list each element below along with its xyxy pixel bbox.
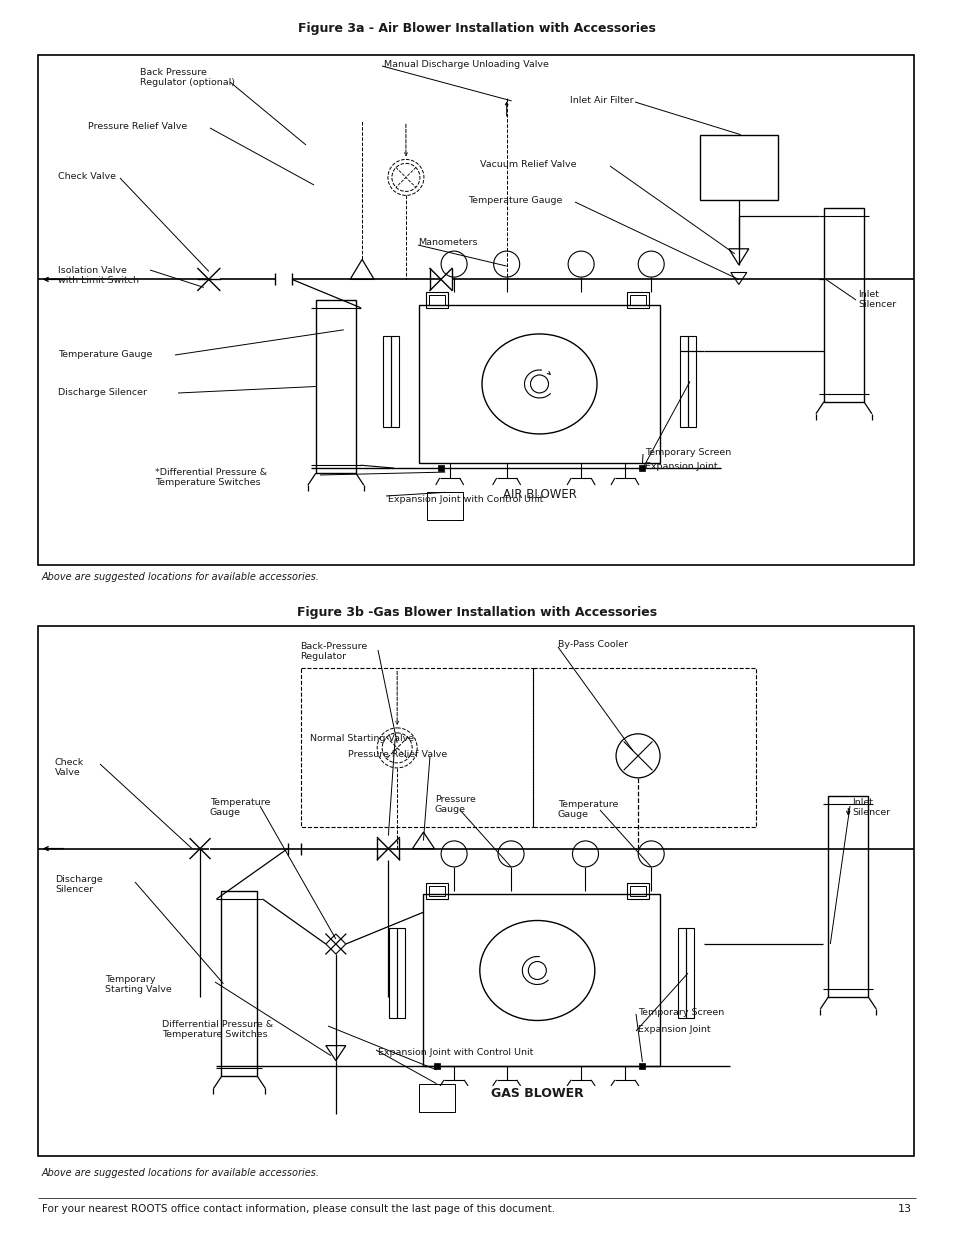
Text: Pressure Relief Valve: Pressure Relief Valve xyxy=(88,122,187,131)
Bar xyxy=(315,300,355,473)
Bar xyxy=(425,883,447,899)
Text: Temperature: Temperature xyxy=(210,798,270,806)
Text: Inlet Air Filter: Inlet Air Filter xyxy=(569,96,633,105)
Text: Temporary Screen: Temporary Screen xyxy=(644,448,731,457)
Bar xyxy=(428,295,444,305)
Text: Pressure Relief Valve: Pressure Relief Valve xyxy=(348,750,447,760)
Bar xyxy=(639,466,645,471)
Text: Starting Valve: Starting Valve xyxy=(105,986,172,994)
Text: 13: 13 xyxy=(897,1204,911,1214)
Text: Back Pressure: Back Pressure xyxy=(140,68,207,77)
Text: Temperature: Temperature xyxy=(558,800,618,809)
Text: Manometers: Manometers xyxy=(417,238,477,247)
Text: By-Pass Cooler: By-Pass Cooler xyxy=(558,640,627,650)
Text: with Limit Switch: with Limit Switch xyxy=(58,275,139,285)
Bar xyxy=(423,894,659,1066)
Bar xyxy=(425,291,447,308)
Text: Vacuum Relief Valve: Vacuum Relief Valve xyxy=(479,161,576,169)
Text: Temperature Switches: Temperature Switches xyxy=(162,1030,268,1039)
Text: Differrential Pressure &: Differrential Pressure & xyxy=(162,1020,273,1029)
Text: Temperature Gauge: Temperature Gauge xyxy=(58,350,152,359)
Bar xyxy=(700,135,777,200)
Text: Temperature Gauge: Temperature Gauge xyxy=(468,196,561,205)
Bar xyxy=(418,1083,454,1112)
Text: Isolation Valve: Isolation Valve xyxy=(58,266,127,275)
Bar xyxy=(383,336,391,427)
Bar xyxy=(629,295,645,305)
Text: Figure 3a - Air Blower Installation with Accessories: Figure 3a - Air Blower Installation with… xyxy=(297,22,656,35)
Bar xyxy=(38,626,913,1156)
Text: Temperature Switches: Temperature Switches xyxy=(154,478,260,487)
Bar xyxy=(397,927,405,1018)
Bar xyxy=(685,927,693,1018)
Text: Inlet: Inlet xyxy=(857,290,878,299)
Text: Manual Discharge Unloading Valve: Manual Discharge Unloading Valve xyxy=(384,61,548,69)
Bar xyxy=(38,56,913,564)
Text: Gauge: Gauge xyxy=(210,808,241,818)
Text: Regulator: Regulator xyxy=(299,652,346,661)
Text: Expansion Joint with Control Unit: Expansion Joint with Control Unit xyxy=(377,1049,533,1057)
Text: Silencer: Silencer xyxy=(857,300,895,309)
Bar xyxy=(626,291,648,308)
Text: Silencer: Silencer xyxy=(55,885,93,894)
Text: Back-Pressure: Back-Pressure xyxy=(299,642,367,651)
Bar xyxy=(678,927,685,1018)
Text: Discharge Silencer: Discharge Silencer xyxy=(58,388,147,396)
Text: Figure 3b -Gas Blower Installation with Accessories: Figure 3b -Gas Blower Installation with … xyxy=(296,606,657,619)
Text: Normal Starting Valve: Normal Starting Valve xyxy=(310,734,414,743)
Text: Above are suggested locations for available accessories.: Above are suggested locations for availa… xyxy=(42,1168,319,1178)
Text: Discharge: Discharge xyxy=(55,876,103,884)
Bar xyxy=(300,668,533,827)
Bar xyxy=(428,885,444,897)
Text: Inlet: Inlet xyxy=(851,798,872,806)
Bar xyxy=(639,1063,645,1070)
Text: Temporary: Temporary xyxy=(105,974,155,984)
Bar xyxy=(433,1063,439,1070)
Text: Pressure: Pressure xyxy=(435,795,476,804)
Text: Gauge: Gauge xyxy=(435,805,465,814)
Bar xyxy=(391,336,398,427)
Bar xyxy=(389,927,397,1018)
Text: Check Valve: Check Valve xyxy=(58,172,116,182)
Bar xyxy=(629,885,645,897)
Text: Above are suggested locations for available accessories.: Above are suggested locations for availa… xyxy=(42,572,319,582)
Text: Valve: Valve xyxy=(55,768,81,777)
Text: Gauge: Gauge xyxy=(558,810,588,819)
Text: Temporary Screen: Temporary Screen xyxy=(638,1008,723,1016)
Bar xyxy=(533,668,756,827)
Text: Expansion Joint with Control Unit: Expansion Joint with Control Unit xyxy=(388,495,543,504)
Text: Silencer: Silencer xyxy=(851,808,889,818)
Bar xyxy=(418,305,659,463)
Bar xyxy=(427,493,463,520)
Text: Expansion Joint: Expansion Joint xyxy=(638,1025,710,1034)
Bar xyxy=(827,795,867,997)
Text: For your nearest ROOTS office contact information, please consult the last page : For your nearest ROOTS office contact in… xyxy=(42,1204,555,1214)
Bar xyxy=(626,883,648,899)
Text: AIR BLOWER: AIR BLOWER xyxy=(502,489,576,501)
Text: GAS BLOWER: GAS BLOWER xyxy=(491,1087,583,1100)
Bar xyxy=(823,207,863,401)
Bar xyxy=(687,336,696,427)
Bar xyxy=(679,336,687,427)
Text: Expansion Joint: Expansion Joint xyxy=(644,462,717,471)
Text: *Differential Pressure &: *Differential Pressure & xyxy=(154,468,267,477)
Text: Regulator (optional): Regulator (optional) xyxy=(140,78,234,86)
Bar xyxy=(437,466,443,471)
Bar xyxy=(221,890,257,1077)
Text: Check: Check xyxy=(55,758,84,767)
